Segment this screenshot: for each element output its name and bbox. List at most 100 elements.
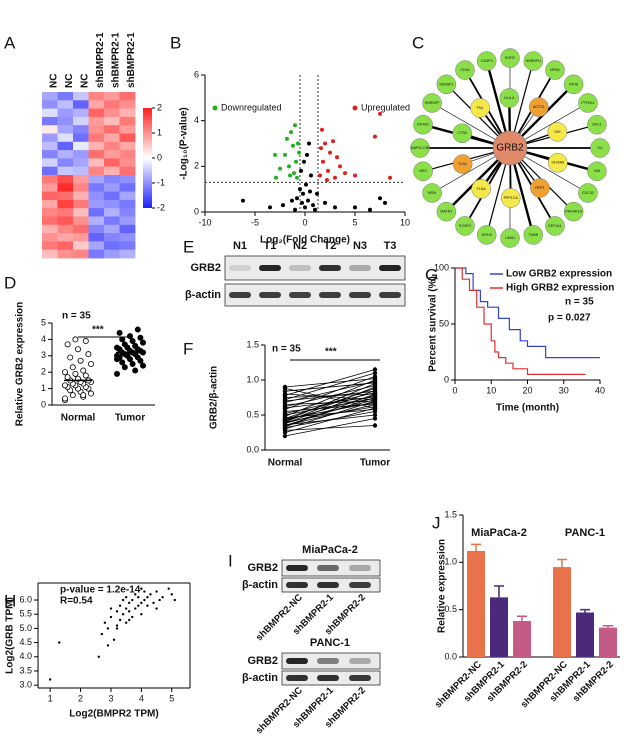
heatmap-cell: [88, 241, 105, 251]
bar: [490, 597, 508, 657]
y-axis-label: Relative expression: [437, 539, 448, 633]
heatmap-cell: [57, 249, 74, 259]
annotation: n = 35: [272, 344, 301, 355]
annotation: R=0.54: [60, 596, 93, 607]
node: [563, 74, 584, 95]
bar: [513, 621, 531, 657]
node-label: PPP1CA: [504, 196, 519, 200]
heatmap-cell: [42, 150, 58, 159]
heatmap-cell: [57, 141, 74, 151]
heatmap-cell: [73, 224, 89, 234]
y-axis-label: Log2(GRB TPM): [5, 597, 16, 674]
point: [127, 333, 134, 340]
pair-line: [284, 381, 376, 403]
node-label: MATR3: [440, 210, 452, 214]
point: [75, 346, 82, 353]
point: [155, 590, 158, 593]
node: [410, 138, 430, 158]
point: [318, 173, 322, 178]
band: [317, 675, 339, 681]
point: [294, 159, 298, 164]
node: [471, 179, 491, 199]
y-tick-label: 5: [41, 317, 46, 327]
point: [328, 150, 332, 155]
point: [331, 139, 335, 144]
y-axis-label: GRB2/β-actin: [209, 366, 220, 429]
point: [372, 405, 378, 411]
heatmap-cell: [57, 191, 74, 201]
pair-line: [284, 406, 376, 423]
heatmap-cell: [119, 241, 136, 251]
heatmap-cell: [42, 233, 58, 242]
heatmap-cell: [88, 199, 105, 209]
point: [302, 159, 306, 164]
node: [529, 97, 549, 117]
node-label: HNRNPF: [425, 101, 441, 105]
column-label: shBMPR2-1: [126, 32, 137, 88]
point: [64, 341, 71, 348]
heatmap-cell: [42, 249, 58, 259]
column-label: shBMPR2-1: [110, 32, 121, 88]
band: [286, 582, 308, 588]
x-tick-label: Normal: [268, 458, 303, 469]
heatmap-cell: [57, 92, 74, 101]
heatmap-cell: [73, 166, 89, 176]
y-tick-label: 100: [434, 262, 449, 272]
node-label: MAP1LC3B: [411, 146, 430, 150]
y-tick-label: 4: [41, 334, 46, 344]
point: [137, 595, 140, 599]
y-tick-label: 2: [41, 367, 46, 377]
band: [229, 292, 251, 298]
node-label: FN1: [477, 106, 484, 110]
point: [372, 380, 378, 385]
y-tick-label: 2: [194, 161, 199, 171]
heatmap-cell: [57, 158, 74, 168]
heatmap-cell: [73, 183, 89, 192]
point: [321, 159, 325, 164]
node: [422, 183, 442, 203]
node: [587, 161, 607, 182]
point: [301, 191, 305, 196]
point: [278, 166, 282, 171]
point: [372, 367, 378, 372]
blot-background: [224, 255, 406, 281]
point: [64, 374, 71, 381]
pair-line: [284, 393, 376, 400]
node-label: GC: [597, 146, 603, 150]
panel-label: G: [425, 265, 438, 284]
point: [300, 200, 304, 205]
heatmap-cell: [42, 116, 58, 126]
node: [523, 51, 544, 71]
node: [547, 122, 568, 142]
heatmap-cell: [57, 208, 74, 217]
node-label: SYNPO: [459, 224, 472, 228]
band: [259, 265, 281, 271]
point: [373, 134, 377, 139]
node-label: VIM: [554, 130, 560, 134]
band: [349, 292, 371, 298]
blot-background: [224, 283, 406, 307]
point: [311, 203, 315, 208]
heatmap-cell: [57, 150, 74, 159]
heatmap-cell: [73, 141, 89, 151]
heatmap-cell: [73, 116, 89, 126]
heatmap-cell: [73, 208, 89, 217]
point: [143, 590, 146, 593]
node: [530, 178, 550, 198]
band: [379, 292, 401, 298]
heatmap-cell: [119, 141, 136, 151]
heatmap-cell: [73, 133, 89, 143]
x-tick-label: 1: [48, 693, 53, 703]
y-tick-label: 0: [444, 374, 449, 384]
node-label: EGFR: [505, 56, 515, 60]
point: [338, 164, 342, 169]
colorbar-label: -2: [157, 202, 165, 212]
heatmap-cell: [104, 100, 120, 109]
band: [349, 658, 371, 664]
heatmap-cell: [42, 125, 58, 134]
node-label: CD44: [460, 68, 469, 72]
band: [349, 265, 371, 271]
node-label: CASP3: [481, 59, 493, 63]
heatmap-cell: [73, 125, 89, 134]
node: [413, 161, 433, 182]
